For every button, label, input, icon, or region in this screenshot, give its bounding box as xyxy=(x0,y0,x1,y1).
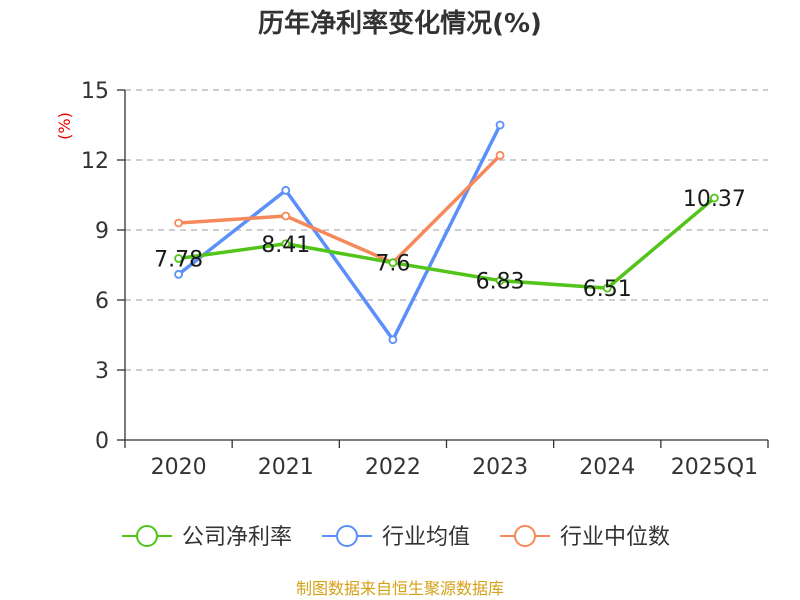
point-s2-0 xyxy=(174,218,183,228)
x-tick-label-2022: 2022 xyxy=(365,455,421,480)
x-tick-label-2024: 2024 xyxy=(579,455,635,480)
series-points xyxy=(174,120,719,345)
y-axis-unit: (%) xyxy=(55,112,74,140)
y-tick-label-9: 9 xyxy=(95,219,109,244)
point-s0-1 xyxy=(281,239,291,249)
legend-item-0[interactable]: 公司净利率 xyxy=(122,525,292,550)
point-s2-1 xyxy=(281,211,291,221)
point-s0-3 xyxy=(495,276,505,286)
legend-label-2: 行业中位数 xyxy=(560,525,670,550)
legend-item-1[interactable]: 行业均值 xyxy=(322,525,470,550)
y-tick-label-0: 0 xyxy=(95,429,109,454)
point-s0-0 xyxy=(174,254,183,263)
data-label-4: 6.51 xyxy=(583,277,632,302)
data-label-0: 7.78 xyxy=(154,247,203,272)
point-s1-1 xyxy=(281,185,291,195)
legend-marker-1 xyxy=(336,525,358,547)
x-tick-label-2023: 2023 xyxy=(472,455,528,480)
legend-marker-0 xyxy=(136,525,158,547)
data-label-5: 10.37 xyxy=(683,187,746,212)
point-s1-2 xyxy=(388,335,398,345)
point-s2-3 xyxy=(495,150,505,160)
point-s0-4 xyxy=(602,283,612,293)
y-tick-label-15: 15 xyxy=(81,79,109,104)
legend[interactable]: 公司净利率 行业均值 行业中位数 xyxy=(122,525,670,550)
x-tick-label-2021: 2021 xyxy=(258,455,314,480)
chart-title: 历年净利率变化情况(%) xyxy=(258,8,542,39)
y-tick-label-6: 6 xyxy=(95,289,109,314)
point-s1-0 xyxy=(174,269,183,279)
x-tick-label-2025Q1: 2025Q1 xyxy=(671,455,758,480)
legend-marker-2 xyxy=(514,525,536,547)
data-label-3: 6.83 xyxy=(476,270,525,295)
data-label-2: 7.6 xyxy=(375,252,410,277)
y-tick-label-3: 3 xyxy=(95,359,109,384)
axes: 0 3 6 9 12 15 2020 2021 2022 2023 2024 2025Q1 xyxy=(81,79,769,480)
source-note: 制图数据来自恒生聚源数据库 xyxy=(296,579,504,598)
series-line-1 xyxy=(177,124,502,342)
point-s0-2 xyxy=(388,258,398,268)
data-label-1: 8.41 xyxy=(261,233,310,258)
x-tick-label-2020: 2020 xyxy=(151,455,207,480)
series-line-0 xyxy=(178,196,716,290)
legend-label-0: 公司净利率 xyxy=(182,525,292,550)
data-labels: 7.78 8.41 7.6 6.83 6.51 10.37 xyxy=(154,187,746,302)
legend-label-1: 行业均值 xyxy=(382,525,470,550)
point-s1-3 xyxy=(495,120,505,130)
series-line-2 xyxy=(178,154,502,265)
y-tick-label-12: 12 xyxy=(81,149,109,174)
legend-item-2[interactable]: 行业中位数 xyxy=(500,525,670,550)
series-lines xyxy=(177,124,716,342)
point-s0-5 xyxy=(710,193,719,203)
